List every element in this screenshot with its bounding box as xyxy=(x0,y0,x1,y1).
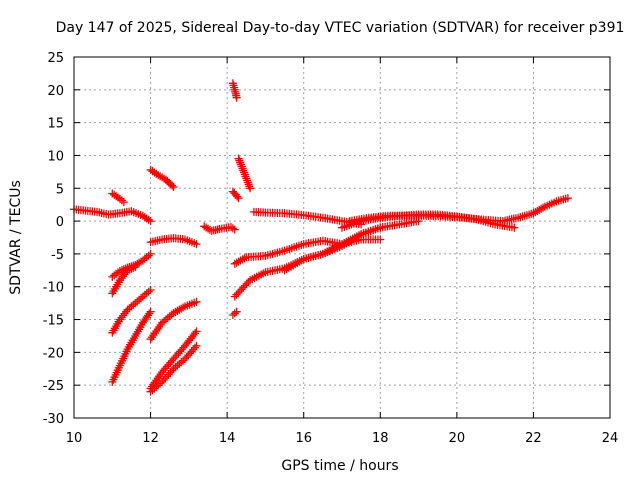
y-tick-label: -25 xyxy=(43,379,64,394)
x-tick-label: 12 xyxy=(142,431,159,446)
series-arc-4 xyxy=(108,262,140,298)
series-markers xyxy=(230,235,385,268)
series-markers xyxy=(146,297,201,344)
y-tick-label: 25 xyxy=(47,51,64,66)
grid xyxy=(74,57,610,418)
axis-ticks: 10 12 14 16 18 20 22 24 -30 -25 -20 -15 -10 -5 0 5 10 15 2… xyxy=(43,51,619,446)
series-arc-6 xyxy=(108,307,155,387)
series-markers xyxy=(345,193,573,226)
series-arc-1 xyxy=(69,205,155,226)
y-tick-label: 10 xyxy=(47,149,64,164)
series-markers xyxy=(108,285,155,337)
y-tick-label: 0 xyxy=(56,215,64,230)
series-arc-11 xyxy=(146,327,201,393)
y-tick-label: 15 xyxy=(47,117,64,132)
series-arc-8 xyxy=(146,234,201,249)
y-axis-label: SDTVAR / TECUs xyxy=(8,180,24,295)
series-arc-14 xyxy=(234,154,255,193)
series-arc-13 xyxy=(228,79,241,102)
y-tick-label: -30 xyxy=(43,412,64,427)
data-marks xyxy=(69,79,573,396)
y-tick-label: -5 xyxy=(51,248,64,263)
series-markers xyxy=(146,234,201,249)
series-markers xyxy=(69,205,155,226)
y-tick-label: 5 xyxy=(56,182,64,197)
series-markers xyxy=(280,216,423,275)
series-markers xyxy=(108,262,140,298)
x-tick-label: 14 xyxy=(219,431,236,446)
series-arc-16 xyxy=(228,307,241,320)
series-arc-10 xyxy=(146,341,201,396)
x-axis-label: GPS time / hours xyxy=(281,458,398,474)
series-arc-5 xyxy=(108,285,155,337)
series-arc-7 xyxy=(146,165,178,192)
series-markers xyxy=(108,189,128,207)
series-markers xyxy=(146,165,178,192)
y-tick-label: -15 xyxy=(43,314,64,329)
x-tick-label: 10 xyxy=(66,431,83,446)
series-markers xyxy=(228,187,243,203)
series-markers xyxy=(146,341,201,396)
chart-title: Day 147 of 2025, Sidereal Day-to-day VTE… xyxy=(56,20,625,36)
series-arc-17 xyxy=(230,235,385,268)
x-tick-label: 22 xyxy=(525,431,542,446)
series-arc-15 xyxy=(228,187,243,203)
y-tick-label: 20 xyxy=(47,84,64,99)
series-arc-2 xyxy=(108,189,128,207)
series-markers xyxy=(200,222,239,236)
x-tick-label: 20 xyxy=(449,431,466,446)
plot-frame xyxy=(73,56,611,419)
x-tick-label: 24 xyxy=(602,431,619,446)
series-markers xyxy=(228,79,241,102)
series-markers xyxy=(146,327,201,393)
y-tick-label: -10 xyxy=(43,281,64,296)
series-markers xyxy=(234,154,255,193)
series-arc-12 xyxy=(200,222,239,236)
x-tick-label: 18 xyxy=(372,431,389,446)
y-tick-label: -20 xyxy=(43,346,64,361)
series-arc-9 xyxy=(146,297,201,344)
series-markers xyxy=(228,307,241,320)
series-arc-22 xyxy=(345,193,573,226)
x-tick-label: 16 xyxy=(295,431,312,446)
series-arc-20 xyxy=(280,216,423,275)
series-markers xyxy=(108,307,155,387)
